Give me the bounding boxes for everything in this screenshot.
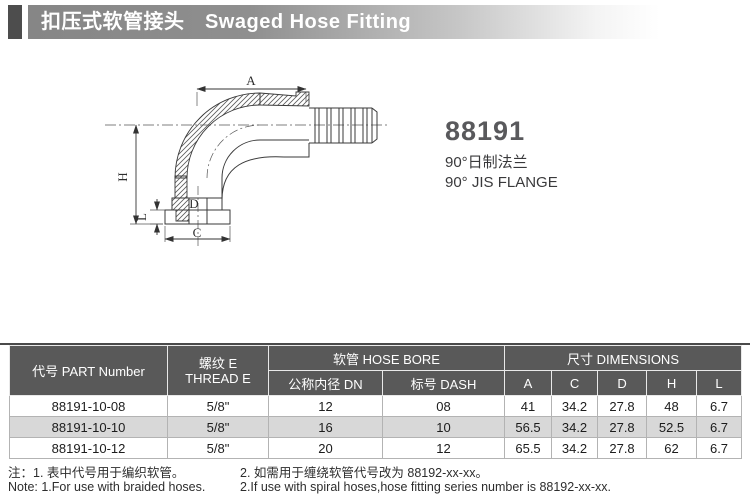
fitting-outline <box>164 107 378 225</box>
cell-thread: 5/8" <box>167 437 269 459</box>
cell-d: 27.8 <box>597 437 648 459</box>
cell-l: 6.7 <box>696 437 743 459</box>
cell-a: 41 <box>504 395 553 417</box>
col-header-dim-d: D <box>597 370 648 396</box>
cell-part: 88191-10-10 <box>9 416 168 438</box>
table-row: 88191-10-08 5/8" 12 08 41 34.2 27.8 48 6… <box>9 395 743 417</box>
dim-label-c: C <box>193 225 202 240</box>
cell-thread: 5/8" <box>167 395 269 417</box>
cell-dash: 12 <box>381 437 506 459</box>
hatched-wall-sections <box>171 91 310 222</box>
cell-c: 34.2 <box>551 416 599 438</box>
dim-label-h: H <box>115 172 130 181</box>
col-header-thread-en: THREAD E <box>185 370 251 386</box>
cell-dn: 20 <box>268 437 383 459</box>
col-header-dim-c: C <box>551 370 599 396</box>
section-banner: 扣压式软管接头 Swaged Hose Fitting <box>28 5 660 39</box>
dim-label-l: L <box>134 213 149 221</box>
cell-part: 88191-10-08 <box>9 395 168 417</box>
product-code: 88191 <box>445 116 526 146</box>
cell-a: 65.5 <box>504 437 553 459</box>
col-header-dn: 公称内径 DN <box>268 370 383 396</box>
note-en-2: 2.If use with spiral hoses,hose fitting … <box>240 480 612 494</box>
col-header-dash: 标号 DASH <box>381 370 506 396</box>
cell-dash: 08 <box>381 395 506 417</box>
dim-label-a: A <box>246 73 256 88</box>
table-row: 88191-10-10 5/8" 16 10 56.5 34.2 27.8 52… <box>9 416 743 438</box>
dimension-lines <box>133 86 307 242</box>
technical-drawing: A H L C D <box>100 58 410 270</box>
cell-h: 48 <box>646 395 698 417</box>
cell-c: 34.2 <box>551 437 599 459</box>
cell-dn: 16 <box>268 416 383 438</box>
cell-h: 52.5 <box>646 416 698 438</box>
banner-title-zh: 扣压式软管接头 <box>41 11 185 33</box>
spec-table: 代号 PART Number 螺纹 E THREAD E 软管 HOSE BOR… <box>9 345 743 459</box>
cell-l: 6.7 <box>696 416 743 438</box>
product-name-zh: 90°日制法兰 <box>445 154 528 171</box>
banner-title-en: Swaged Hose Fitting <box>204 11 412 33</box>
cell-d: 27.8 <box>597 416 648 438</box>
cell-dn: 12 <box>268 395 383 417</box>
cell-c: 34.2 <box>551 395 599 417</box>
fitting-drawing-svg: A H L C D <box>105 73 390 248</box>
cell-l: 6.7 <box>696 395 743 417</box>
col-header-thread-zh: 螺纹 E <box>198 355 238 371</box>
cell-dash: 10 <box>381 416 506 438</box>
cell-h: 62 <box>646 437 698 459</box>
product-info: 88191 90°日制法兰 90° JIS FLANGE <box>445 116 558 191</box>
banner-accent-block <box>8 5 22 39</box>
table-top-rule <box>0 343 750 345</box>
col-header-part-number: 代号 PART Number <box>9 345 168 396</box>
col-header-thread: 螺纹 E THREAD E <box>167 345 269 396</box>
note-zh-1: 注：1. 表中代号用于编织软管。 <box>8 466 185 480</box>
cell-thread: 5/8" <box>167 416 269 438</box>
col-header-dim-l: L <box>696 370 743 396</box>
curved-centerline <box>206 124 261 179</box>
note-en-1: Note: 1.For use with braided hoses. <box>8 480 206 494</box>
cell-a: 56.5 <box>504 416 553 438</box>
product-name-en: 90° JIS FLANGE <box>445 174 558 191</box>
col-header-dim-h: H <box>646 370 698 396</box>
cell-d: 27.8 <box>597 395 648 417</box>
note-zh-2: 2. 如需用于缠绕软管代号改为 88192-xx-xx。 <box>240 466 488 480</box>
table-row: 88191-10-12 5/8" 20 12 65.5 34.2 27.8 62… <box>9 437 743 459</box>
col-header-dim-a: A <box>504 370 553 396</box>
cell-part: 88191-10-12 <box>9 437 168 459</box>
group-header-hose-bore: 软管 HOSE BORE <box>267 345 506 371</box>
group-header-dimensions: 尺寸 DIMENSIONS <box>504 345 743 371</box>
footnotes: 注：1. 表中代号用于编织软管。 2. 如需用于缠绕软管代号改为 88192-x… <box>8 466 748 494</box>
dim-label-d: D <box>189 196 198 211</box>
